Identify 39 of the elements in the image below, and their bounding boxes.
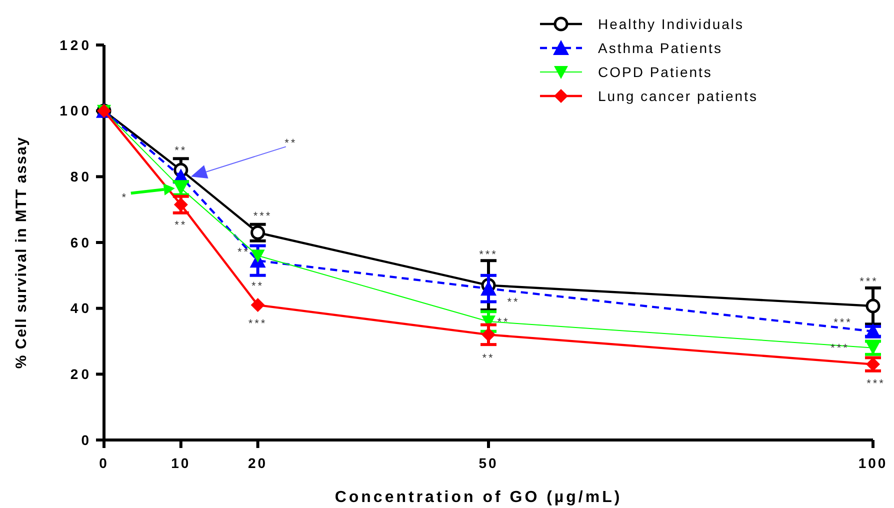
- annotation: **: [507, 296, 520, 308]
- annotation: **: [174, 219, 188, 232]
- y-tick-label: 40: [70, 300, 92, 316]
- annotation: ***: [860, 276, 878, 288]
- y-tick-label: 60: [70, 234, 92, 250]
- y-axis-title: % Cell survival in MTT assay: [13, 136, 30, 369]
- annotation: **: [497, 316, 510, 328]
- annotation: ***: [248, 318, 268, 330]
- point: [174, 198, 188, 212]
- x-tick-label: 50: [478, 455, 498, 471]
- annotation: **: [238, 246, 250, 259]
- annotation: **: [252, 280, 264, 292]
- point: [482, 328, 496, 342]
- annotation: ***: [834, 317, 852, 330]
- legend-label: Healthy Individuals: [598, 16, 744, 32]
- annotation: ***: [479, 249, 498, 262]
- legend-label: Lung cancer patients: [598, 88, 758, 104]
- x-tick-label: 0: [99, 455, 109, 471]
- annotation: ***: [830, 342, 850, 355]
- y-tick-label: 80: [70, 168, 92, 185]
- x-axis-title: Concentration of GO (µg/mL): [334, 489, 622, 506]
- y-tick-label: 120: [60, 36, 92, 53]
- x-tick-label: 100: [858, 455, 888, 471]
- y-tick-label: 100: [60, 102, 92, 119]
- annotation: **: [482, 352, 495, 365]
- annotation: **: [174, 144, 188, 157]
- x-tick-label: 10: [171, 455, 191, 471]
- annotation: **: [284, 138, 298, 150]
- annotation: ***: [253, 210, 272, 222]
- x-tick-label: 20: [248, 455, 268, 471]
- legend-label: COPD Patients: [598, 64, 712, 80]
- annotation: ***: [866, 378, 886, 390]
- legend-label: Asthma Patients: [598, 40, 722, 56]
- point: [866, 298, 880, 314]
- annotation: *: [122, 192, 128, 204]
- point: [250, 298, 265, 312]
- y-tick-label: 20: [70, 366, 92, 382]
- point: [250, 250, 265, 263]
- y-tick-label: 0: [81, 432, 92, 448]
